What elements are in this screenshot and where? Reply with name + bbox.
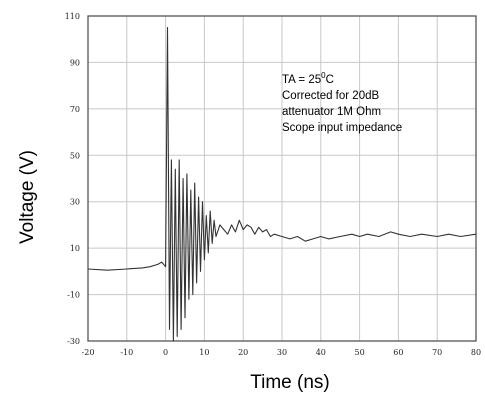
- x-tick-label: 80: [471, 348, 481, 357]
- x-tick-label: 0: [163, 348, 168, 357]
- x-tick-label: -10: [120, 348, 133, 357]
- y-tick-label: 70: [70, 105, 80, 114]
- x-tick-label: 30: [277, 348, 287, 357]
- x-tick-label: -20: [82, 348, 95, 357]
- annotation-temp-prefix: TA = 25: [282, 73, 322, 86]
- plot-frame: [87, 15, 477, 342]
- x-tick-label: 70: [432, 348, 442, 357]
- x-tick-label: 50: [355, 348, 365, 357]
- y-tick-label: 30: [70, 198, 80, 207]
- y-tick-label: 90: [70, 58, 80, 67]
- x-tick-label: 40: [316, 348, 326, 357]
- annotation-line-4: Scope input impedance: [282, 121, 403, 134]
- voltage-series-line: [87, 27, 477, 342]
- x-tick-label: 20: [238, 348, 248, 357]
- chart-annotation: TA = 250C Corrected for 20dB attenuator …: [282, 68, 402, 136]
- annotation-line-2: Corrected for 20dB: [282, 89, 380, 102]
- annotation-temp-sup: 0: [321, 71, 326, 80]
- annotation-temp-suffix: C: [325, 73, 334, 86]
- y-tick-label: 10: [70, 244, 80, 253]
- y-tick-label: 110: [65, 12, 80, 21]
- x-axis-label: Time (ns): [250, 372, 330, 393]
- annotation-line-1: TA = 250C: [282, 68, 402, 88]
- y-axis-label: Voltage (V): [17, 150, 38, 244]
- annotation-line-3: attenuator 1M Ohm: [282, 105, 382, 118]
- x-tick-label: 60: [393, 348, 403, 357]
- y-tick-label: 50: [70, 151, 80, 160]
- y-tick-label: -10: [67, 291, 80, 300]
- y-tick-label: -30: [67, 337, 80, 346]
- x-tick-label: 10: [199, 348, 209, 357]
